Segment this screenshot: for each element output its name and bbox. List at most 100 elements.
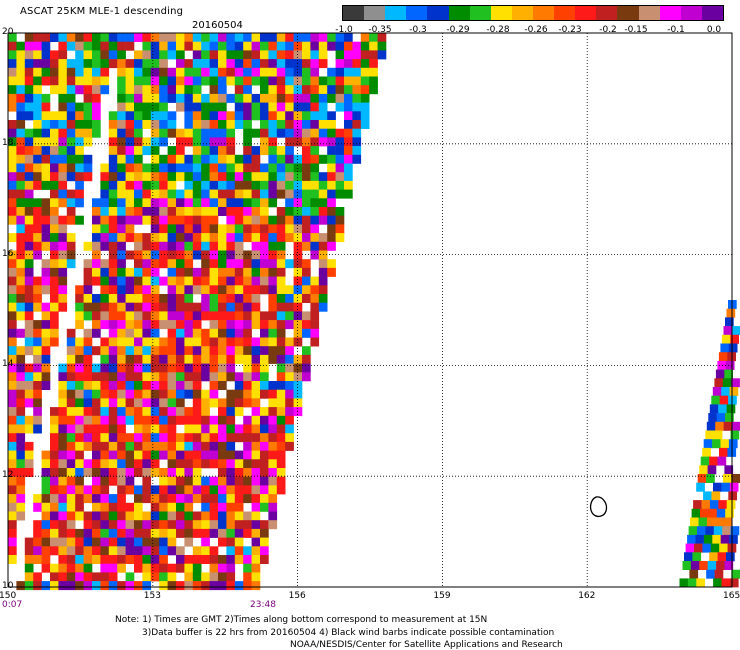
swath-cell xyxy=(293,389,303,399)
swath-cell xyxy=(159,154,168,164)
swath-cell xyxy=(234,337,244,347)
swath-cell xyxy=(66,85,76,95)
swath-cell xyxy=(218,180,227,190)
swath-cell xyxy=(134,76,143,86)
swath-cell xyxy=(234,459,244,469)
swath-cell xyxy=(134,241,143,251)
swath-cell xyxy=(243,346,252,356)
swath-cell xyxy=(209,102,219,112)
swath-cell xyxy=(352,111,362,121)
swath-cell xyxy=(134,363,143,373)
swath-cell xyxy=(226,67,236,77)
swath-cell xyxy=(150,398,160,408)
swath-cell xyxy=(117,555,126,564)
swath-cell xyxy=(92,198,101,208)
swath-cell xyxy=(58,528,68,538)
swath-cell xyxy=(201,476,210,486)
swath-cell xyxy=(159,241,168,251)
swath-cell xyxy=(293,276,303,286)
swath-cell xyxy=(731,326,740,336)
swath-cell xyxy=(150,407,160,417)
swath-cell xyxy=(716,561,725,570)
swath-cell xyxy=(75,346,84,356)
swath-cell xyxy=(716,508,726,518)
swath-cell xyxy=(134,189,143,199)
swath-cell xyxy=(134,120,143,129)
swath-cell xyxy=(83,154,93,164)
swath-cell xyxy=(243,198,252,208)
swath-cell xyxy=(75,563,84,573)
swath-cell xyxy=(142,572,152,582)
swath-cell xyxy=(83,259,93,269)
swath-cell xyxy=(41,102,51,112)
swath-cell xyxy=(159,415,168,425)
swath-cell xyxy=(243,328,252,338)
swath-cell xyxy=(310,320,320,330)
swath-cell xyxy=(8,120,17,129)
swath-cell xyxy=(58,241,68,251)
swath-cell xyxy=(251,433,261,443)
swath-cell xyxy=(108,50,118,60)
swath-cell xyxy=(243,250,252,260)
swath-cell xyxy=(150,198,160,208)
swath-cell xyxy=(167,111,177,121)
swath-cell xyxy=(201,172,210,182)
swath-cell xyxy=(176,407,185,417)
swath-cell xyxy=(243,572,252,582)
swath-cell xyxy=(226,189,236,199)
swath-cell xyxy=(117,276,126,286)
swath-cell xyxy=(285,128,294,138)
swath-cell xyxy=(134,50,143,60)
swath-cell xyxy=(276,450,286,460)
swath-cell xyxy=(728,439,738,449)
swath-cell xyxy=(218,450,227,460)
swath-cell xyxy=(260,415,269,425)
swath-cell xyxy=(83,276,93,286)
swath-cell xyxy=(117,85,126,95)
swath-cell xyxy=(33,41,42,51)
swath-cell xyxy=(125,285,135,295)
swath-cell xyxy=(41,468,51,477)
swath-cell xyxy=(234,154,244,164)
swath-cell xyxy=(134,563,143,573)
swath-cell xyxy=(209,563,219,573)
swath-cell xyxy=(16,328,26,338)
swath-cell xyxy=(234,93,244,103)
swath-cell xyxy=(268,59,278,69)
swath-cell xyxy=(108,41,118,51)
swath-cell xyxy=(268,67,278,77)
swath-cell xyxy=(360,50,370,60)
swath-cell xyxy=(92,424,101,434)
swath-cell xyxy=(24,424,34,434)
swath-cell xyxy=(352,67,362,77)
swath-cell xyxy=(226,59,236,69)
swath-cell xyxy=(318,76,328,86)
swath-cell xyxy=(142,215,152,225)
swath-cell xyxy=(117,172,126,182)
swath-cell xyxy=(159,581,168,591)
swath-cell xyxy=(302,76,311,86)
colorbar-swatch xyxy=(427,6,449,20)
swath-cell xyxy=(24,215,34,225)
swath-cell xyxy=(302,41,311,51)
swath-cell xyxy=(209,207,219,216)
swath-cell xyxy=(100,163,110,173)
swath-cell xyxy=(209,381,219,390)
swath-cell xyxy=(117,207,126,216)
swath-cell xyxy=(66,537,76,547)
swath-cell xyxy=(694,543,703,553)
swath-cell xyxy=(268,163,278,173)
swath-cell xyxy=(41,59,51,69)
swath-cell xyxy=(83,59,93,69)
swath-cell xyxy=(184,259,194,269)
swath-cell xyxy=(293,381,303,390)
swath-cell xyxy=(41,50,51,60)
swath-cell xyxy=(696,578,705,588)
swath-cell xyxy=(226,154,236,164)
swath-cell xyxy=(713,430,723,440)
swath-cell xyxy=(159,137,168,147)
swath-cell xyxy=(260,285,269,295)
swath-cell xyxy=(234,76,244,86)
swath-cell xyxy=(108,172,118,182)
swath-cell xyxy=(335,207,345,216)
